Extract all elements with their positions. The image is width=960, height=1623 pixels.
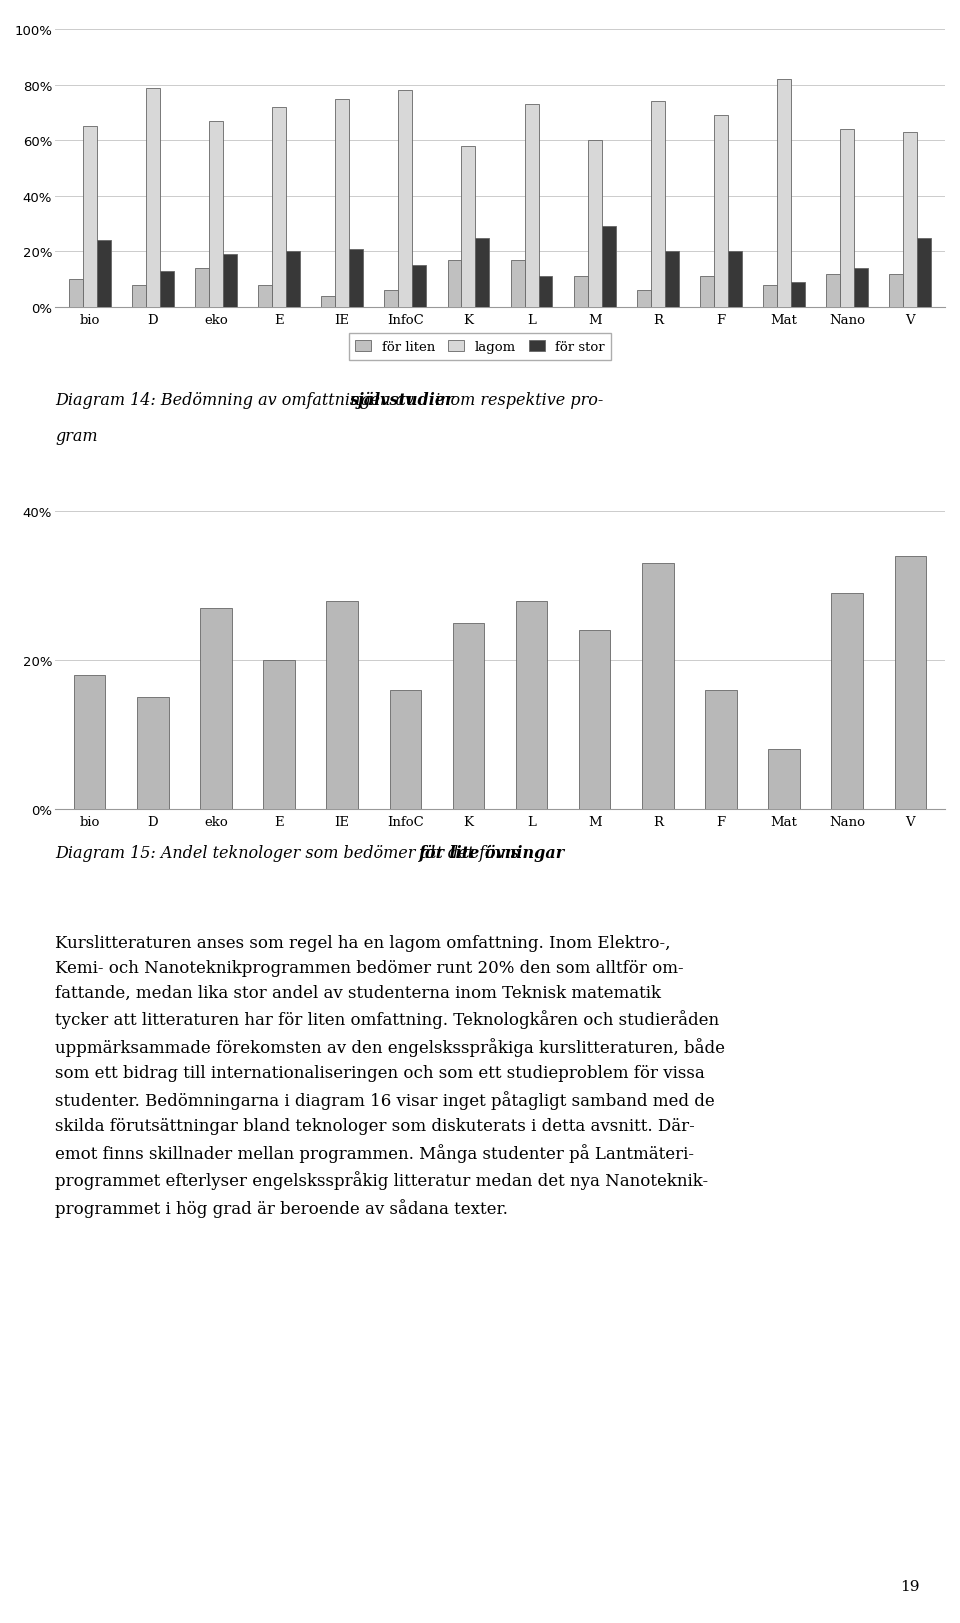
- Text: Kurslitteraturen anses som regel ha en lagom omfattning. Inom Elektro-,
Kemi- oc: Kurslitteraturen anses som regel ha en l…: [55, 935, 725, 1217]
- Bar: [700, 278, 714, 308]
- Bar: [453, 623, 484, 810]
- Bar: [398, 91, 412, 308]
- Bar: [840, 130, 854, 308]
- Bar: [651, 102, 664, 308]
- Text: gram: gram: [55, 428, 98, 445]
- Text: 19: 19: [900, 1579, 920, 1594]
- Text: inom respektive pro-: inom respektive pro-: [430, 391, 603, 409]
- Bar: [322, 297, 335, 308]
- Bar: [412, 266, 426, 308]
- Bar: [602, 227, 615, 308]
- Bar: [574, 278, 588, 308]
- Bar: [831, 594, 863, 810]
- Bar: [579, 631, 611, 810]
- Bar: [74, 675, 106, 810]
- Bar: [447, 261, 462, 308]
- Bar: [146, 89, 159, 308]
- Bar: [209, 122, 223, 308]
- Bar: [768, 750, 800, 810]
- Bar: [258, 286, 272, 308]
- Bar: [728, 252, 742, 308]
- Bar: [539, 278, 552, 308]
- Bar: [132, 286, 146, 308]
- Bar: [791, 282, 804, 308]
- Bar: [159, 271, 174, 308]
- Bar: [349, 250, 363, 308]
- Bar: [511, 261, 524, 308]
- Bar: [827, 274, 840, 308]
- Bar: [763, 286, 777, 308]
- Bar: [475, 239, 490, 308]
- Bar: [83, 127, 97, 308]
- Text: Diagram 15: Andel teknologer som bedömer att det finns: Diagram 15: Andel teknologer som bedömer…: [55, 844, 524, 862]
- Bar: [524, 105, 539, 308]
- Bar: [223, 255, 237, 308]
- Bar: [286, 252, 300, 308]
- Bar: [263, 661, 295, 810]
- Bar: [854, 269, 868, 308]
- Bar: [385, 291, 398, 308]
- Bar: [137, 698, 169, 810]
- Bar: [714, 117, 728, 308]
- Bar: [272, 109, 286, 308]
- Bar: [917, 239, 931, 308]
- Bar: [903, 133, 917, 308]
- Bar: [335, 99, 349, 308]
- Bar: [588, 141, 602, 308]
- Bar: [706, 690, 736, 810]
- Bar: [664, 252, 679, 308]
- Bar: [895, 557, 926, 810]
- Bar: [326, 601, 358, 810]
- Text: för lite övningar: för lite övningar: [419, 844, 565, 862]
- Bar: [890, 274, 903, 308]
- Legend: för liten, lagom, för stor: för liten, lagom, för stor: [348, 334, 612, 360]
- Bar: [462, 146, 475, 308]
- Text: självstudier: självstudier: [349, 391, 453, 409]
- Bar: [642, 565, 674, 810]
- Text: Diagram 14: Bedömning av omfattningen av: Diagram 14: Bedömning av omfattningen av: [55, 391, 419, 409]
- Bar: [390, 690, 421, 810]
- Bar: [69, 281, 83, 308]
- Bar: [201, 609, 231, 810]
- Bar: [195, 269, 209, 308]
- Bar: [637, 291, 651, 308]
- Bar: [97, 242, 110, 308]
- Bar: [777, 80, 791, 308]
- Bar: [516, 601, 547, 810]
